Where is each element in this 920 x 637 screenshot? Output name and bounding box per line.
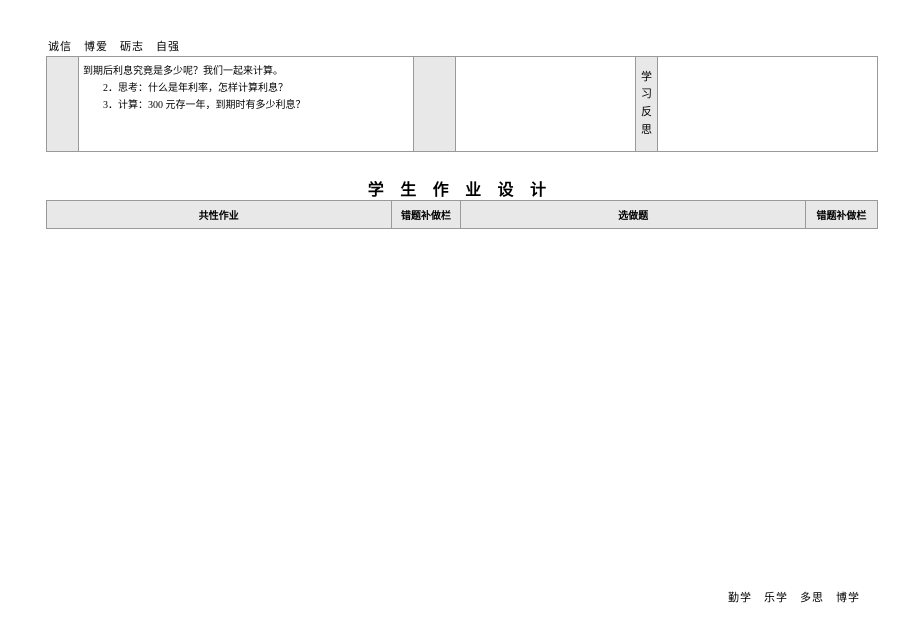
reflection-content-cell [658, 57, 878, 152]
content-line: 到期后利息究竟是多少呢？我们一起来计算。 [83, 63, 409, 80]
header-optional: 选做题 [461, 201, 806, 229]
section-title: 学 生 作 业 设 计 [0, 176, 920, 200]
reflection-label: 学 习 反 思 [638, 69, 655, 139]
header-common: 共性作业 [47, 201, 392, 229]
header-supplement1: 错题补做栏 [391, 201, 461, 229]
footer-motto: 勤学 乐学 多思 博学 [728, 589, 860, 605]
content-line: 2．思考：什么是年利率，怎样计算利息？ [83, 80, 409, 97]
reflection-char: 学 [638, 69, 655, 87]
lesson-col-empty-right1 [456, 57, 636, 152]
reflection-char: 思 [638, 122, 655, 140]
reflection-char: 反 [638, 104, 655, 122]
table-header-row: 共性作业 错题补做栏 选做题 错题补做栏 [47, 201, 878, 229]
lesson-col-empty-left [47, 57, 79, 152]
lesson-content-cell: 到期后利息究竟是多少呢？我们一起来计算。 2．思考：什么是年利率，怎样计算利息？… [79, 57, 414, 152]
content-line: 3．计算：300 元存一年，到期时有多少利息？ [83, 97, 409, 114]
lesson-col-empty-mid [414, 57, 456, 152]
header-motto: 诚信 博爱 砺志 自强 [48, 38, 180, 54]
reflection-label-cell: 学 习 反 思 [636, 57, 658, 152]
lesson-table: 到期后利息究竟是多少呢？我们一起来计算。 2．思考：什么是年利率，怎样计算利息？… [46, 56, 878, 152]
homework-table: 共性作业 错题补做栏 选做题 错题补做栏 [46, 200, 878, 229]
reflection-char: 习 [638, 86, 655, 104]
table-row: 到期后利息究竟是多少呢？我们一起来计算。 2．思考：什么是年利率，怎样计算利息？… [47, 57, 878, 152]
header-supplement2: 错题补做栏 [806, 201, 878, 229]
